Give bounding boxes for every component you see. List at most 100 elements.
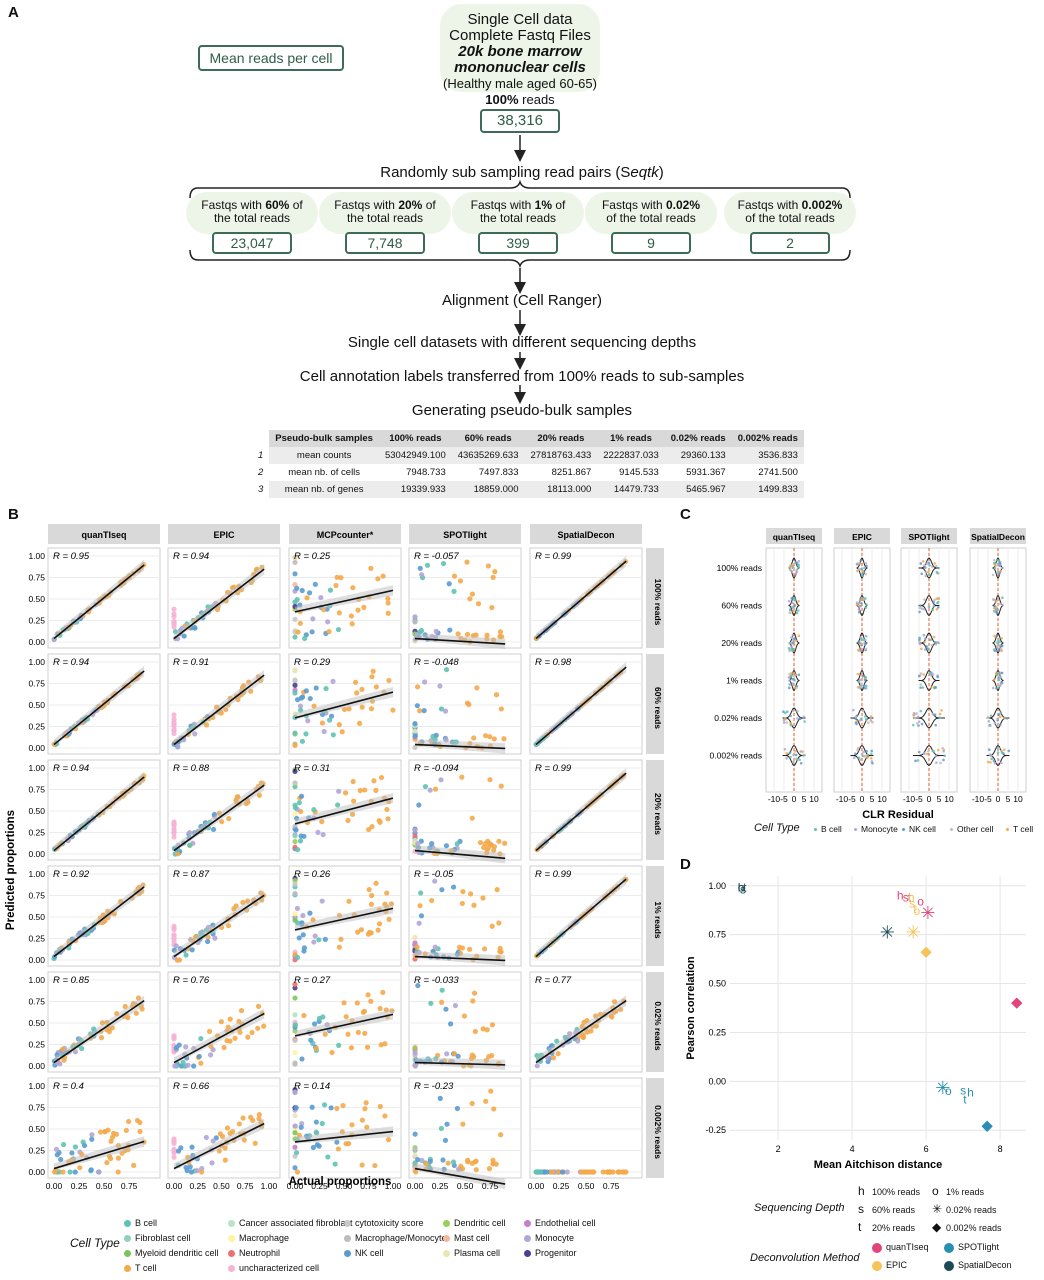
- data-point: [293, 1150, 300, 1156]
- data-point: [469, 1100, 475, 1107]
- data-point: [362, 1106, 368, 1112]
- data-point: [171, 712, 177, 718]
- data-point: [375, 927, 381, 933]
- data-point: [292, 838, 298, 845]
- residual-point: [921, 560, 925, 563]
- data-point: [459, 900, 465, 907]
- table-cell: 18113.000: [524, 481, 598, 498]
- legend-swatch: [124, 1250, 131, 1258]
- facet-label-method: EPIC: [213, 530, 235, 540]
- data-point: [550, 1055, 557, 1061]
- subsample-value: 2: [750, 232, 830, 254]
- data-point: [359, 704, 365, 710]
- full-reads-pct: 100%: [485, 92, 519, 107]
- legend-item: h 100% reads: [858, 1184, 920, 1198]
- data-point: [487, 777, 493, 783]
- residual-point: [789, 723, 793, 727]
- x-tick-label: 6: [924, 1144, 929, 1154]
- residual-point: [927, 647, 930, 651]
- residual-point: [866, 756, 869, 760]
- scatter-point-t: t: [913, 902, 917, 916]
- legend-swatch: [950, 828, 953, 832]
- residual-point: [795, 568, 799, 572]
- panel-b-scatter-grid: quanTIseq EPIC MCPcounter* SPOTlight Spatial…: [5, 524, 664, 1191]
- scatter-point-o: o: [917, 894, 924, 908]
- facet-strip-top: [530, 524, 642, 544]
- residual-point: [937, 748, 940, 752]
- data-point: [322, 936, 328, 942]
- subsample-pct: 0.002%: [801, 198, 843, 212]
- data-point: [616, 1169, 622, 1175]
- data-point: [339, 729, 345, 735]
- scatter-point-t: t: [963, 1093, 967, 1107]
- residual-point: [995, 641, 999, 644]
- r-value-label: R = 0.25: [294, 551, 331, 562]
- data-point: [492, 569, 498, 575]
- data-point: [310, 1144, 316, 1151]
- data-point: [311, 807, 317, 813]
- subsample-line-1: Fastqs with 20% of: [319, 199, 451, 212]
- data-point: [171, 1033, 177, 1039]
- residual-point: [857, 610, 861, 614]
- data-point: [591, 1169, 597, 1175]
- r-value-label: R = -0.23: [414, 1081, 454, 1092]
- data-point: [489, 923, 495, 929]
- data-point: [433, 628, 439, 634]
- residual-point: [925, 752, 929, 756]
- scatter-point-s: s: [740, 883, 746, 897]
- data-point: [256, 1116, 262, 1122]
- legend-swatch: [443, 1250, 450, 1258]
- data-point: [348, 613, 355, 619]
- residual-point: [922, 633, 926, 637]
- data-point: [423, 1161, 429, 1167]
- table-cell: 27818763.433: [524, 447, 598, 464]
- table-cell: 19339.933: [378, 481, 452, 498]
- data-point: [58, 1156, 64, 1163]
- x-tick-label: 4: [850, 1144, 855, 1154]
- y-tick-label: 0.50: [708, 979, 726, 989]
- residual-point: [857, 568, 861, 571]
- legend-label: Monocyte: [535, 1233, 575, 1243]
- r-value-label: R = 0.94: [53, 657, 89, 668]
- data-point: [333, 582, 339, 589]
- table-cell: 8251.867: [551, 467, 592, 478]
- r-value-label: R = -0.033: [414, 975, 459, 986]
- data-point: [375, 576, 381, 582]
- x-tick-label: -5: [915, 794, 923, 804]
- subsample-pre: Fastqs with: [334, 198, 399, 212]
- r-value-label: R = 0.85: [53, 975, 90, 986]
- data-point: [171, 1137, 177, 1144]
- data-point: [175, 851, 181, 857]
- data-point: [292, 616, 298, 622]
- data-point: [455, 631, 461, 637]
- table-header: Pseudo-bulk samples: [269, 430, 379, 447]
- data-point: [382, 1113, 388, 1119]
- r-value-label: R = -0.048: [414, 657, 459, 668]
- data-point: [472, 1028, 478, 1035]
- residual-point: [852, 708, 855, 712]
- data-point: [171, 826, 177, 832]
- data-point: [295, 629, 301, 635]
- data-point: [412, 721, 418, 727]
- data-point: [491, 844, 498, 850]
- data-point: [309, 629, 315, 635]
- residual-point: [927, 605, 931, 609]
- facet-label-method: quanTIseq: [81, 530, 126, 540]
- data-point: [292, 911, 298, 917]
- data-point: [412, 940, 418, 946]
- residual-point: [997, 747, 1001, 750]
- residual-point: [918, 606, 922, 610]
- residual-point: [863, 638, 867, 642]
- residual-point: [942, 758, 945, 762]
- data-point: [292, 571, 298, 577]
- data-point: [292, 742, 298, 748]
- legend-label: 0.002% reads: [946, 1223, 1002, 1233]
- regression-line: [535, 560, 627, 640]
- data-point: [341, 1000, 347, 1006]
- residual-point: [794, 639, 798, 642]
- data-point: [416, 802, 422, 808]
- residual-point: [919, 683, 923, 686]
- data-point: [171, 830, 177, 836]
- y-tick-label: 0.50: [28, 1124, 45, 1134]
- data-point: [299, 587, 305, 594]
